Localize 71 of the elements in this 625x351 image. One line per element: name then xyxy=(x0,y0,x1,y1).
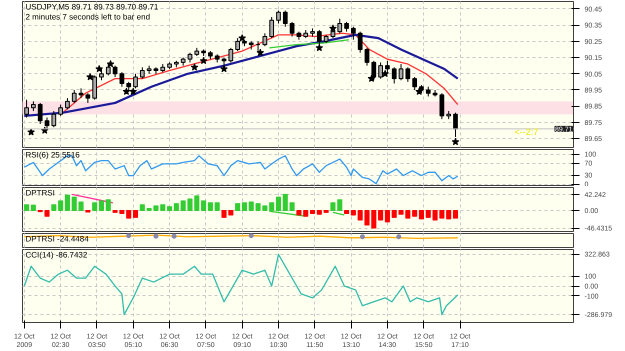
point xyxy=(415,88,424,95)
bar xyxy=(452,210,458,219)
bar xyxy=(92,202,98,211)
point xyxy=(200,56,208,64)
candlestick xyxy=(31,100,36,112)
bar xyxy=(228,210,234,216)
candlestick xyxy=(24,99,29,118)
candlestick xyxy=(426,86,431,97)
point xyxy=(190,63,198,71)
candlestick xyxy=(344,21,349,32)
point xyxy=(381,70,389,78)
chart-title: RSI(6) 25.5516 xyxy=(26,150,80,160)
candlestick xyxy=(51,110,56,128)
candlestick xyxy=(262,32,268,47)
candlestick xyxy=(228,47,234,63)
candlestick xyxy=(371,60,376,81)
bar xyxy=(24,204,30,211)
candlestick xyxy=(405,66,410,82)
candlestick xyxy=(351,26,356,40)
point xyxy=(95,64,104,72)
annotation: <--2:7 xyxy=(514,127,538,138)
candlestick xyxy=(106,64,111,76)
point xyxy=(329,24,337,32)
candlestick xyxy=(72,89,77,104)
candlestick xyxy=(290,21,294,37)
chart-title: DPTRSI -24.4484 xyxy=(26,234,90,244)
bar xyxy=(364,210,370,226)
candlestick xyxy=(78,88,84,99)
point xyxy=(122,88,130,95)
bar xyxy=(30,204,36,211)
candlestick xyxy=(99,68,104,81)
line-series xyxy=(24,254,458,316)
bar xyxy=(344,210,350,214)
point xyxy=(86,73,94,80)
candlestick xyxy=(85,92,90,104)
candlestick xyxy=(364,47,370,66)
bar xyxy=(221,210,227,218)
bar xyxy=(44,210,50,217)
candlestick xyxy=(126,81,132,92)
chart-title: DPTRSI xyxy=(26,188,55,198)
candlestick xyxy=(120,72,124,88)
point xyxy=(27,128,35,136)
candlestick xyxy=(276,10,281,24)
candlestick xyxy=(358,31,363,54)
point xyxy=(368,74,376,82)
candlestick xyxy=(398,64,404,81)
candlestick xyxy=(282,10,288,28)
candlestick xyxy=(385,60,390,74)
point xyxy=(316,44,324,52)
chart-title: CCI(14) -86.7432 xyxy=(26,250,88,260)
candlestick xyxy=(65,98,70,110)
candlestick xyxy=(188,52,192,63)
candlestick xyxy=(440,92,444,120)
line-series xyxy=(268,39,350,48)
point xyxy=(220,64,228,72)
candlestick xyxy=(140,66,145,80)
point xyxy=(256,48,264,56)
bar xyxy=(235,203,240,211)
point xyxy=(452,138,460,146)
bar xyxy=(132,210,138,218)
candlestick xyxy=(38,102,43,125)
point xyxy=(129,88,138,95)
candlestick xyxy=(412,76,418,90)
point xyxy=(106,60,114,68)
chart-title: USDJPY,M5 89.71 89.73 89.70 89.71 xyxy=(26,2,159,12)
point xyxy=(238,34,246,42)
candlestick xyxy=(269,16,274,39)
candlestick xyxy=(44,117,50,131)
text: 2 minutes 7 seconds left to bar end xyxy=(26,12,150,22)
candlestick xyxy=(58,104,63,116)
candlestick xyxy=(392,66,397,84)
